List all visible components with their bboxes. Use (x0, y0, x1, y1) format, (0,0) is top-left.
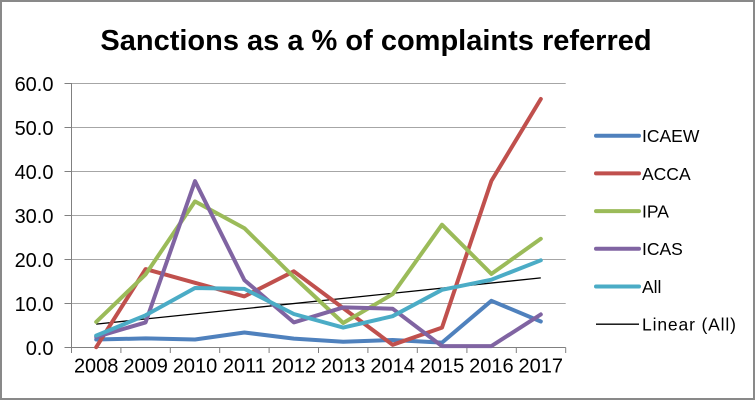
svg-text:ICAEW: ICAEW (642, 126, 700, 146)
svg-text:2017: 2017 (519, 355, 564, 377)
svg-text:2010: 2010 (173, 355, 218, 377)
svg-text:2009: 2009 (123, 355, 168, 377)
svg-text:0.0: 0.0 (26, 338, 54, 360)
svg-text:ICAS: ICAS (642, 239, 683, 259)
svg-text:2011: 2011 (223, 355, 266, 377)
svg-text:Linear (All): Linear (All) (642, 315, 737, 335)
svg-text:50.0: 50.0 (15, 118, 54, 140)
svg-text:2016: 2016 (469, 355, 514, 377)
svg-text:2015: 2015 (420, 355, 465, 377)
svg-text:2014: 2014 (370, 355, 415, 377)
svg-text:40.0: 40.0 (15, 162, 54, 184)
svg-text:ACCA: ACCA (642, 164, 691, 184)
svg-text:2013: 2013 (321, 355, 366, 377)
svg-text:IPA: IPA (642, 202, 669, 222)
svg-text:2012: 2012 (272, 355, 317, 377)
svg-text:10.0: 10.0 (15, 294, 54, 316)
svg-text:60.0: 60.0 (15, 74, 54, 96)
svg-text:All: All (642, 277, 661, 297)
svg-text:20.0: 20.0 (15, 250, 54, 272)
svg-text:2008: 2008 (74, 355, 119, 377)
svg-text:30.0: 30.0 (15, 206, 54, 228)
svg-text:Sanctions as a % of complaints: Sanctions as a % of complaints referred (100, 25, 651, 57)
